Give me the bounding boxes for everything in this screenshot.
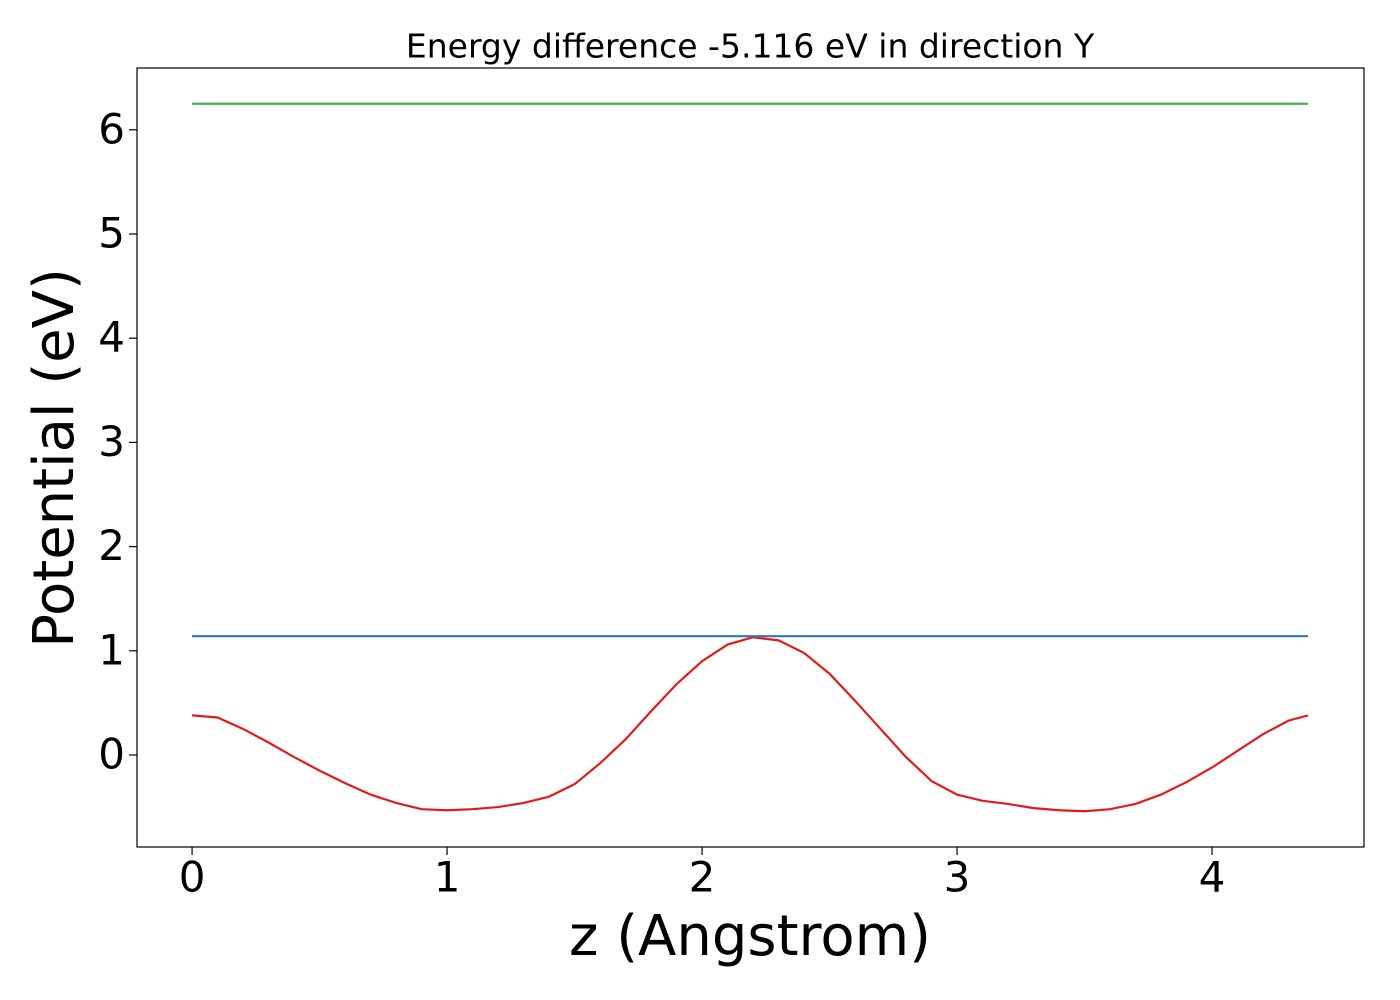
x-axis-label: z (Angstrom) bbox=[569, 904, 931, 969]
y-tick-label: 6 bbox=[98, 104, 125, 153]
x-tick-label: 4 bbox=[1199, 853, 1226, 902]
x-tick-label: 1 bbox=[434, 853, 461, 902]
x-tick-label: 0 bbox=[179, 853, 206, 902]
chart-title: Energy difference -5.116 eV in direction… bbox=[406, 27, 1095, 66]
line-series bbox=[191, 636, 1309, 813]
y-axis-label: Potential (eV) bbox=[22, 268, 87, 648]
y-tick-label: 4 bbox=[98, 313, 125, 362]
y-tick-label: 1 bbox=[98, 625, 125, 674]
y-tick-label: 2 bbox=[98, 521, 125, 570]
x-tick-label: 2 bbox=[689, 853, 716, 902]
y-tick-label: 5 bbox=[98, 208, 125, 257]
x-tick-label: 3 bbox=[944, 853, 971, 902]
plot-frame bbox=[136, 67, 1365, 848]
y-tick-label: 3 bbox=[98, 417, 125, 466]
y-tick-label: 0 bbox=[98, 729, 125, 778]
